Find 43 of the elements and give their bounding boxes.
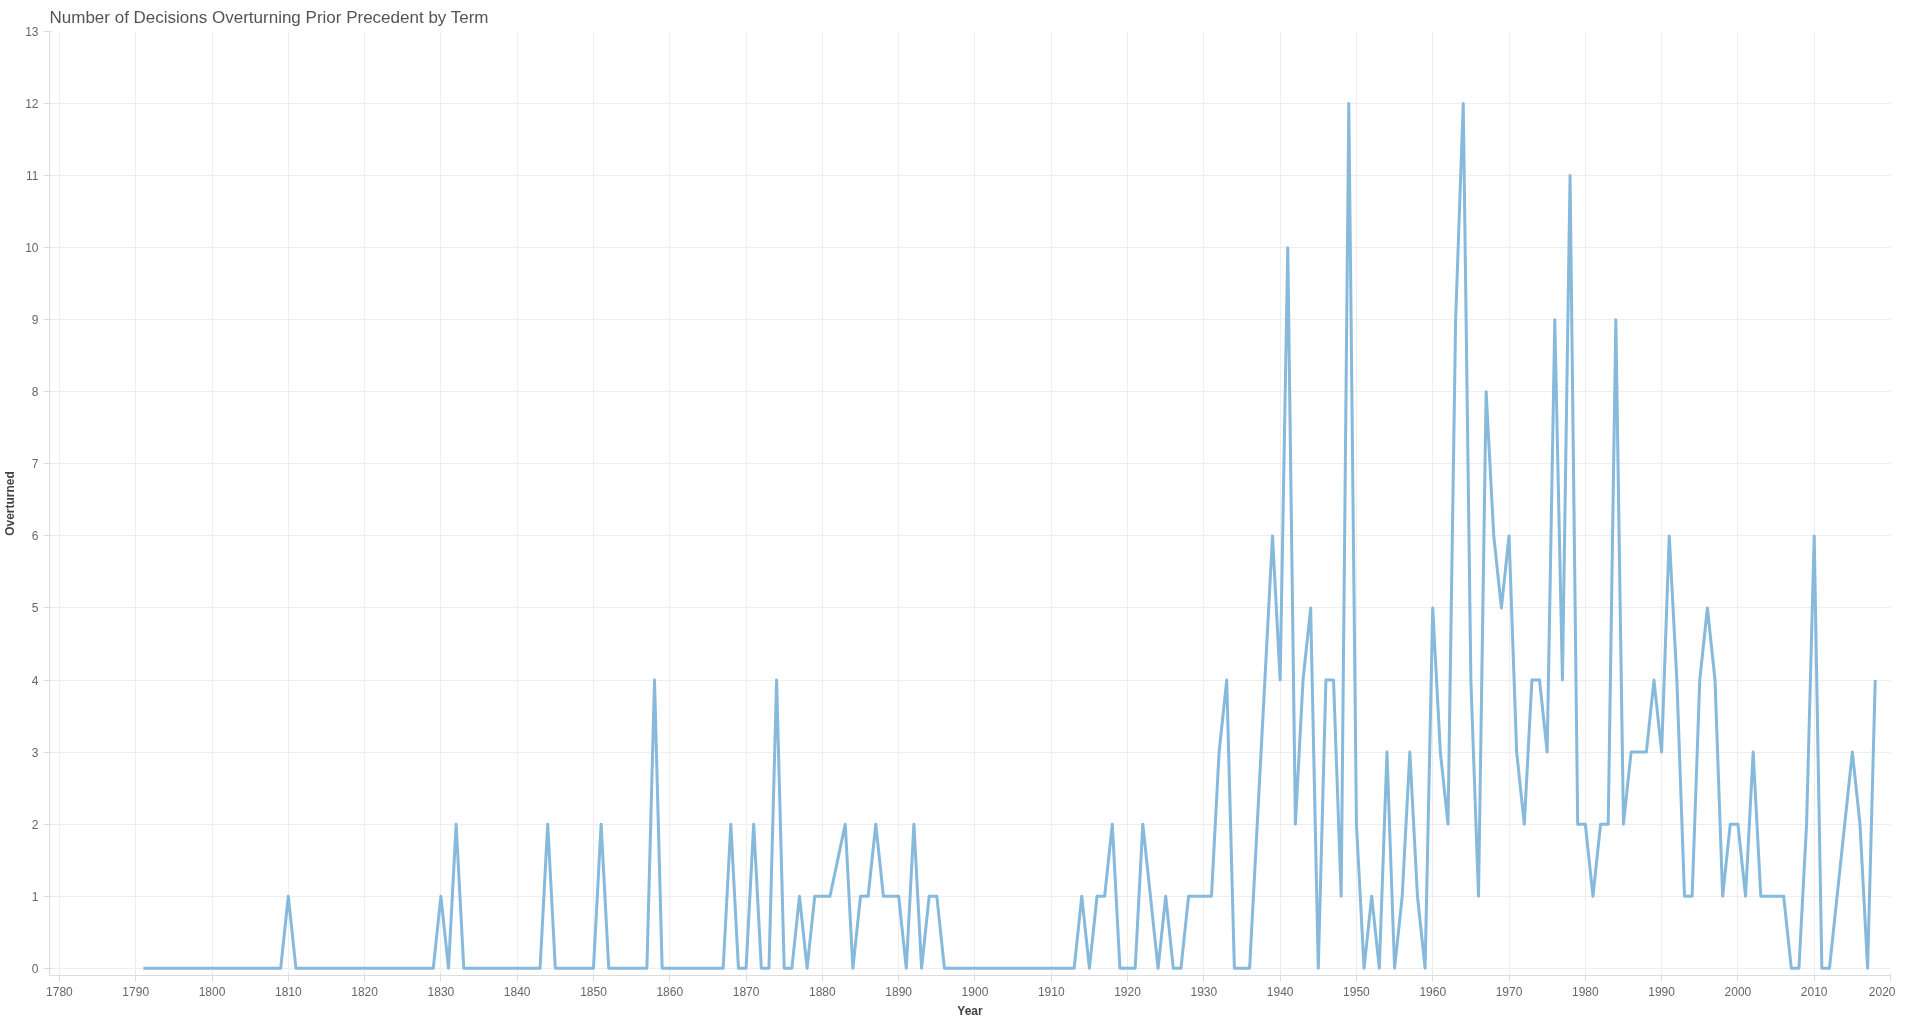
y-tick-label: 0: [31, 961, 39, 976]
y-tick-label: 4: [31, 673, 39, 688]
x-tick-label: 1790: [122, 984, 150, 999]
y-tick-label: 7: [31, 457, 39, 472]
x-tick-label: 1910: [1037, 984, 1065, 999]
y-tick-label: 3: [31, 745, 39, 760]
x-tick-label: 1980: [1571, 984, 1599, 999]
x-tick-label: 1870: [732, 984, 760, 999]
x-tick-label: 1950: [1343, 984, 1371, 999]
x-tick-label: 2010: [1800, 984, 1828, 999]
y-tick-label: 13: [25, 25, 39, 39]
x-tick-label: 1890: [885, 984, 913, 999]
y-tick-label: 8: [31, 385, 39, 400]
x-tick-label: 1970: [1495, 984, 1523, 999]
x-tick-label: 2020: [1868, 984, 1896, 999]
x-tick-label: 1850: [580, 984, 608, 999]
x-tick-label: 1830: [427, 984, 455, 999]
y-tick-label: 12: [25, 97, 39, 112]
y-tick-label: 1: [31, 889, 39, 904]
y-tick-label: 11: [26, 169, 39, 184]
x-axis-title: Year: [957, 1003, 984, 1018]
x-tick-label: 1930: [1190, 984, 1218, 999]
y-axis-title: Overturned: [3, 471, 18, 536]
y-tick-label: 2: [31, 817, 39, 832]
x-tick-label: 1900: [961, 984, 989, 999]
y-tick-label: 5: [31, 601, 39, 616]
y-tick-label: 6: [31, 529, 39, 544]
x-tick-label: 1810: [274, 984, 302, 999]
x-tick-label: 1880: [809, 984, 837, 999]
x-tick-label: 1960: [1419, 984, 1447, 999]
x-tick-label: 1820: [351, 984, 379, 999]
x-tick-label: 1780: [46, 984, 74, 999]
x-tick-label: 1800: [198, 984, 226, 999]
y-tick-label: 10: [25, 241, 39, 256]
x-tick-label: 1990: [1648, 984, 1676, 999]
chart-title: Number of Decisions Overturning Prior Precedent by Term: [49, 7, 489, 27]
x-tick-label: 1840: [503, 984, 531, 999]
x-tick-label: 1940: [1266, 984, 1294, 999]
y-tick-label: 9: [31, 313, 39, 328]
x-tick-label: 1920: [1114, 984, 1142, 999]
line-series: [141, 102, 1877, 970]
x-tick-label: 2000: [1724, 984, 1752, 999]
x-tick-label: 1860: [656, 984, 684, 999]
